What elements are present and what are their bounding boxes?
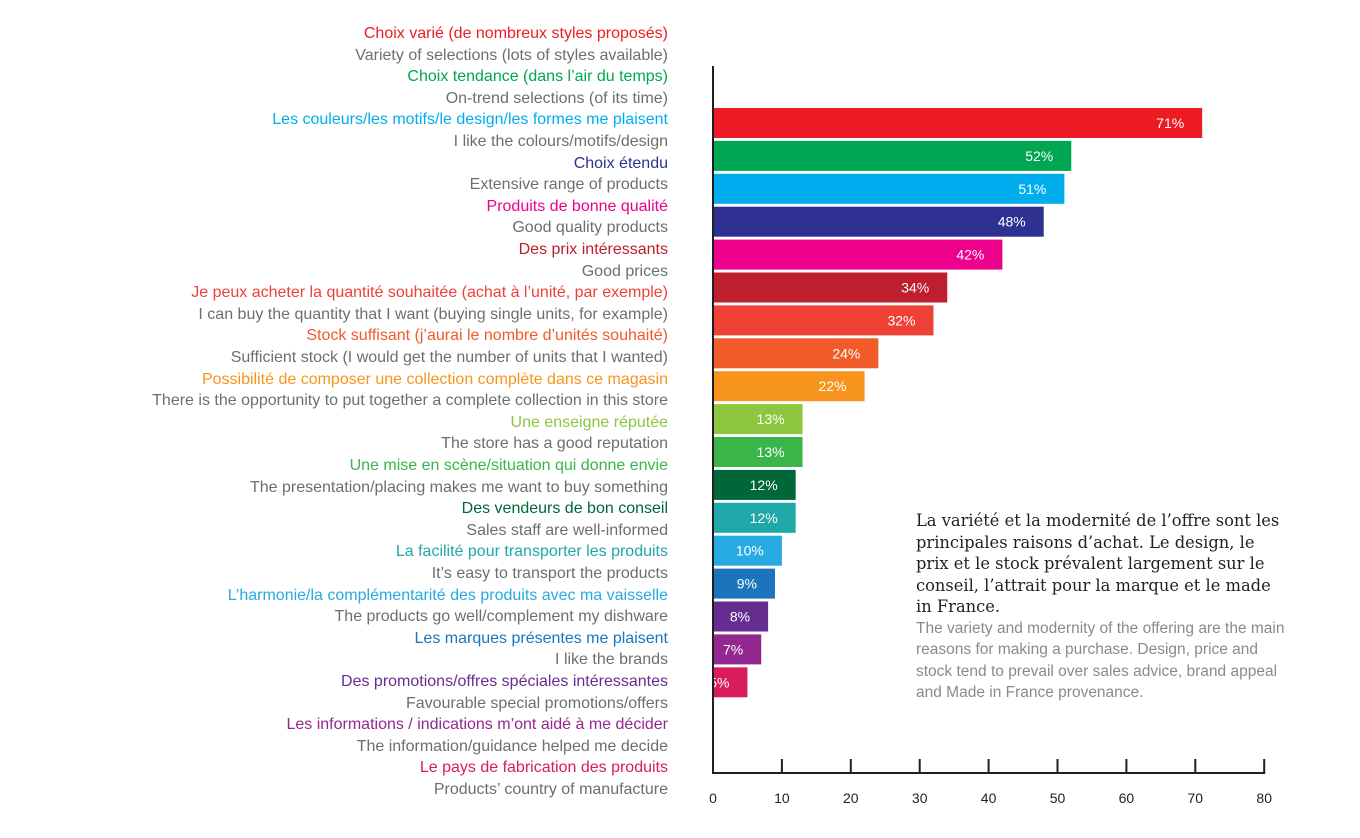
x-tick-label: 70 [1188,790,1204,806]
category-label-en: Favourable special promotions/offers [405,694,668,712]
category-label-fr: Je peux acheter la quantité souhaitée (a… [191,284,668,302]
bar [713,140,1072,171]
category-label-fr: Les marques présentes me plaisent [414,629,668,647]
bar [713,469,796,500]
category-label-fr: Choix tendance (dans l’air du temps) [407,68,668,86]
commentary-english: The variety and modernity of the offerin… [916,619,1285,702]
category-label-fr: Stock suffisant (j’aurai le nombre d’uni… [306,327,668,345]
bar-value-label: 48% [998,214,1026,230]
category-label-fr: Des prix intéressants [518,241,668,258]
bar [713,535,782,566]
bar [713,404,803,435]
category-label-en: I can buy the quantity that I want (buyi… [198,305,668,323]
bar-value-label: 42% [956,247,984,263]
category-label-en: Variety of selections (lots of styles av… [355,46,668,64]
bar-value-label: 7% [723,641,743,657]
bar [713,601,769,632]
bar-value-label: 24% [832,345,860,361]
bar-value-label: 5% [709,674,729,690]
category-label-en: It’s easy to transport the products [431,565,668,582]
category-label-fr: Choix varié (de nombreux styles proposés… [363,25,668,42]
category-label-en: Good prices [581,262,668,280]
bar-value-label: 12% [750,510,778,526]
x-tick-label: 30 [912,790,928,806]
bar-value-label: 34% [901,280,929,296]
bar-value-label: 13% [757,444,785,460]
bar [713,568,776,599]
bar-value-label: 10% [736,543,764,559]
commentary-french: La variété et la modernité de l’offre so… [916,511,1280,616]
bar-value-label: 22% [819,378,847,394]
x-tick-label: 10 [774,790,790,806]
bar [713,305,934,336]
category-label-en: Good quality products [512,219,668,237]
bar [713,437,803,467]
bar-value-label: 51% [1018,181,1046,197]
category-label-en: On-trend selections (of its time) [445,89,668,107]
category-label-fr: Le pays de fabrication des produits [419,759,668,777]
category-label-en: The presentation/placing makes me want t… [249,478,668,496]
category-label-fr: Choix étendu [573,154,668,172]
category-label-en: Sufficient stock (I would get the number… [230,349,668,366]
category-label-fr: Une enseigne réputée [510,413,668,431]
category-label-fr: Des promotions/offres spéciales intéress… [341,673,668,690]
category-label-en: Extensive range of products [469,176,668,194]
category-label-fr: L’harmonie/la complémentarité des produi… [227,586,668,604]
category-label-fr: Les informations / indications m’ont aid… [286,716,668,734]
x-tick-label: 80 [1256,790,1272,806]
bar [713,338,879,369]
category-label-en: I like the colours/motifs/design [453,133,668,150]
category-label-en: There is the opportunity to put together… [152,392,668,410]
bar-value-label: 9% [737,576,757,592]
category-labels: Choix varié (de nombreux styles proposés… [152,25,668,798]
x-tick-label: 50 [1050,790,1066,806]
category-label-en: I like the brands [555,651,668,669]
bar [713,206,1044,237]
bar-value-label: 71% [1156,115,1184,131]
x-tick-label: 0 [709,790,717,806]
bar [713,239,1003,270]
bar [713,173,1065,204]
bar-value-label: 8% [730,609,750,625]
commentary-box: La variété et la modernité de l’offre so… [916,510,1288,704]
category-label-fr: Possibilité de composer une collection c… [201,370,668,388]
bar [713,634,762,665]
x-tick-label: 20 [843,790,859,806]
x-tick-label: 40 [981,790,997,806]
bar [713,272,948,303]
category-label-fr: La facilité pour transporter les produit… [395,543,668,561]
category-label-en: The information/guidance helped me decid… [356,737,668,755]
bar-value-label: 12% [750,477,778,493]
category-label-en: The store has a good reputation [441,435,668,453]
x-tick-label: 60 [1119,790,1135,806]
category-label-fr: Les couleurs/les motifs/le design/les fo… [272,111,668,129]
category-label-en: Sales staff are well-informed [466,521,668,539]
bar-value-label: 52% [1025,148,1053,164]
category-label-en: Products’ country of manufacture [433,781,668,798]
bar [713,667,748,698]
bar [713,108,1203,138]
category-label-fr: Une mise en scène/situation qui donne en… [349,457,668,474]
category-label-fr: Produits de bonne qualité [486,197,668,215]
category-label-fr: Des vendeurs de bon conseil [461,500,668,518]
bar [713,371,865,402]
category-label-en: The products go well/complement my dishw… [334,608,668,626]
bar-value-label: 32% [887,312,915,328]
bar-value-label: 13% [757,411,785,427]
bar [713,502,796,533]
